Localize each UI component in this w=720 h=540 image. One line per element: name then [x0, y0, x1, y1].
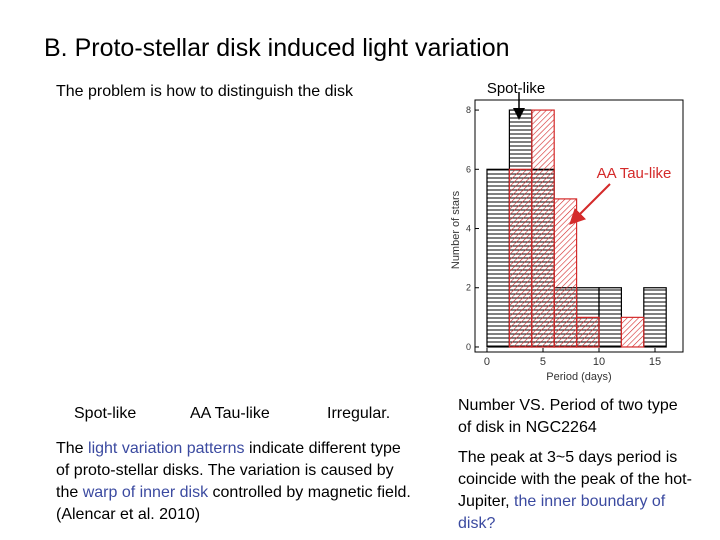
x-tick-label: 10 [593, 356, 605, 368]
text: The [56, 440, 89, 457]
highlight: warp of inner disk [82, 484, 209, 501]
bar [643, 287, 667, 348]
text: indicate different type of proto-stellar… [56, 440, 401, 501]
bar [620, 316, 645, 348]
pattern-label: AA Tau-like [190, 405, 270, 422]
highlight: the inner boundary of disk? [458, 493, 666, 532]
y-axis-label: Number of stars [450, 190, 462, 269]
highlight: light variation patterns [88, 440, 245, 457]
y-tick-label: 6 [466, 164, 471, 174]
pattern-label: Irregular. [327, 405, 391, 422]
bar [553, 198, 578, 348]
text: controlled by magnetic field. (Alencar e… [56, 484, 411, 523]
intro-text: The problem is how to distinguish the di… [56, 83, 354, 100]
text: The peak at 3~5 days period is coincide … [458, 449, 692, 510]
bar [486, 168, 510, 348]
histogram: Spot-like AA Tau-like 0 5 10 15 0 2 4 6 8 Period … [450, 80, 684, 383]
plot-frame [474, 99, 684, 353]
left-paragraph: The light variation patterns indicate di… [56, 438, 416, 526]
bar [508, 168, 533, 348]
y-tick-label: 0 [466, 342, 471, 352]
x-axis-label: Period (days) [546, 371, 611, 383]
bar [598, 287, 622, 348]
bar [531, 109, 555, 348]
x-tick-label: 5 [540, 356, 546, 368]
annotation: Spot-like [487, 80, 545, 97]
y-tick-label: 4 [466, 224, 471, 234]
x-tick-label: 15 [649, 356, 661, 368]
caption: Number VS. Period of two type of disk in… [458, 397, 678, 436]
annotation: AA Tau-like [597, 165, 672, 182]
bar [575, 316, 600, 348]
y-tick-label: 8 [466, 105, 471, 115]
y-tick-label: 2 [466, 283, 471, 293]
slide-title: B. Proto-stellar disk induced light vari… [44, 34, 510, 62]
arrow [569, 183, 611, 225]
x-tick-label: 0 [484, 356, 490, 368]
right-paragraph: The peak at 3~5 days period is coincide … [458, 447, 693, 535]
pattern-label: Spot-like [74, 405, 137, 422]
